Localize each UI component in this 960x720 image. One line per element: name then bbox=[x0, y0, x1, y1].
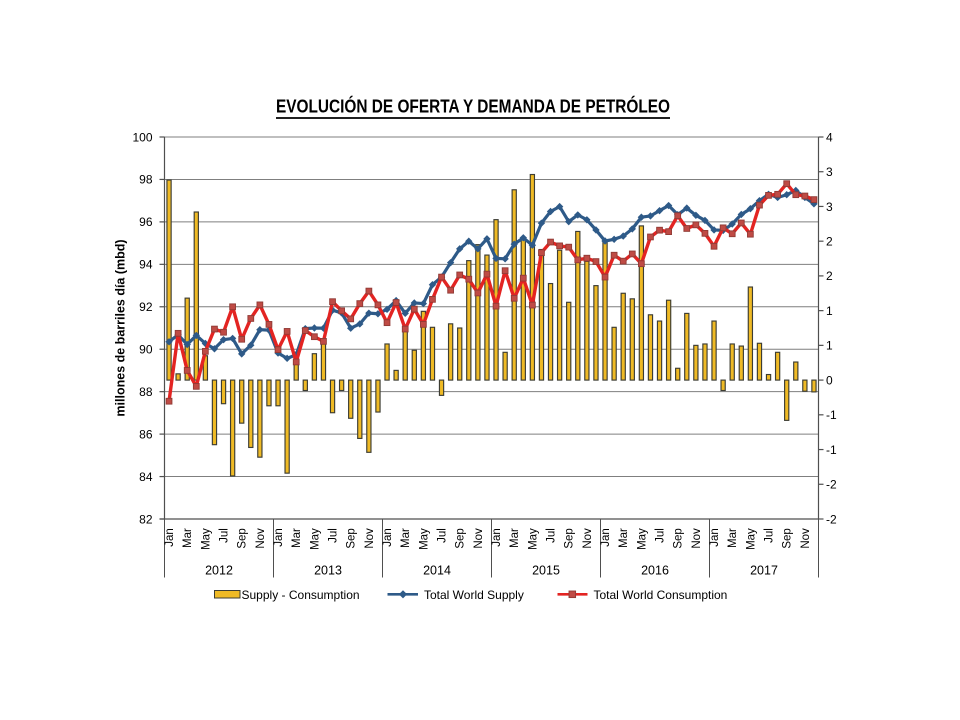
svg-text:Mar: Mar bbox=[182, 528, 194, 548]
svg-text:Jan: Jan bbox=[491, 528, 503, 547]
svg-text:-1: -1 bbox=[826, 443, 837, 457]
svg-text:2012: 2012 bbox=[205, 564, 233, 578]
svg-text:1: 1 bbox=[826, 339, 833, 353]
svg-text:3: 3 bbox=[826, 200, 833, 214]
svg-text:Nov: Nov bbox=[800, 528, 812, 549]
svg-text:2: 2 bbox=[826, 234, 833, 248]
svg-text:Jul: Jul bbox=[327, 528, 339, 543]
svg-text:Jul: Jul bbox=[436, 528, 448, 543]
svg-text:Mar: Mar bbox=[727, 528, 739, 548]
svg-text:-2: -2 bbox=[826, 478, 837, 492]
svg-text:Jan: Jan bbox=[709, 528, 721, 547]
svg-text:86: 86 bbox=[139, 427, 153, 441]
svg-text:Nov: Nov bbox=[473, 528, 485, 549]
svg-text:Total World Consumption: Total World Consumption bbox=[594, 588, 728, 602]
svg-text:2014: 2014 bbox=[423, 564, 451, 578]
svg-text:Sep: Sep bbox=[346, 528, 358, 548]
svg-text:96: 96 bbox=[139, 215, 153, 229]
svg-text:Jul: Jul bbox=[763, 528, 775, 543]
svg-text:Nov: Nov bbox=[691, 528, 703, 549]
svg-text:90: 90 bbox=[139, 343, 153, 357]
svg-text:May: May bbox=[309, 528, 321, 550]
svg-text:Sep: Sep bbox=[564, 528, 576, 548]
svg-text:88: 88 bbox=[139, 385, 153, 399]
svg-text:0: 0 bbox=[826, 373, 833, 387]
svg-text:EVOLUCIÓN DE OFERTA Y DEMANDA: EVOLUCIÓN DE OFERTA Y DEMANDA DE PETRÓLE… bbox=[276, 96, 670, 117]
svg-text:May: May bbox=[527, 528, 539, 550]
svg-text:2015: 2015 bbox=[532, 564, 560, 578]
svg-text:2017: 2017 bbox=[750, 564, 778, 578]
svg-text:-1: -1 bbox=[826, 408, 837, 422]
svg-text:Mar: Mar bbox=[400, 528, 412, 548]
svg-text:Jan: Jan bbox=[382, 528, 394, 547]
svg-text:Nov: Nov bbox=[582, 528, 594, 549]
svg-text:Sep: Sep bbox=[782, 528, 794, 548]
svg-text:Jul: Jul bbox=[218, 528, 230, 543]
svg-text:May: May bbox=[200, 528, 212, 550]
svg-text:2: 2 bbox=[826, 269, 833, 283]
svg-text:Jan: Jan bbox=[273, 528, 285, 547]
svg-text:May: May bbox=[745, 528, 757, 550]
svg-text:4: 4 bbox=[826, 130, 833, 144]
svg-text:Total World Supply: Total World Supply bbox=[424, 588, 524, 602]
svg-text:millones de barriles día (mbd): millones de barriles día (mbd) bbox=[114, 239, 128, 416]
svg-text:84: 84 bbox=[139, 470, 153, 484]
svg-text:Jul: Jul bbox=[545, 528, 557, 543]
svg-text:Sep: Sep bbox=[237, 528, 249, 548]
svg-text:May: May bbox=[636, 528, 648, 550]
svg-text:Sep: Sep bbox=[673, 528, 685, 548]
svg-text:Supply - Consumption: Supply - Consumption bbox=[242, 588, 360, 602]
svg-text:100: 100 bbox=[132, 130, 152, 144]
svg-text:-2: -2 bbox=[826, 512, 837, 526]
svg-text:2016: 2016 bbox=[641, 564, 669, 578]
svg-text:3: 3 bbox=[826, 165, 833, 179]
svg-text:May: May bbox=[418, 528, 430, 550]
svg-text:82: 82 bbox=[139, 512, 153, 526]
svg-text:Nov: Nov bbox=[364, 528, 376, 549]
svg-text:Mar: Mar bbox=[509, 528, 521, 548]
svg-text:Mar: Mar bbox=[618, 528, 630, 548]
svg-text:92: 92 bbox=[139, 300, 153, 314]
svg-text:1: 1 bbox=[826, 304, 833, 318]
svg-text:94: 94 bbox=[139, 258, 153, 272]
svg-text:Sep: Sep bbox=[455, 528, 467, 548]
svg-text:Jul: Jul bbox=[654, 528, 666, 543]
svg-text:Nov: Nov bbox=[255, 528, 267, 549]
svg-text:98: 98 bbox=[139, 173, 153, 187]
svg-text:Jan: Jan bbox=[600, 528, 612, 547]
svg-text:Jan: Jan bbox=[164, 528, 176, 547]
svg-text:Mar: Mar bbox=[291, 528, 303, 548]
svg-text:2013: 2013 bbox=[314, 564, 342, 578]
